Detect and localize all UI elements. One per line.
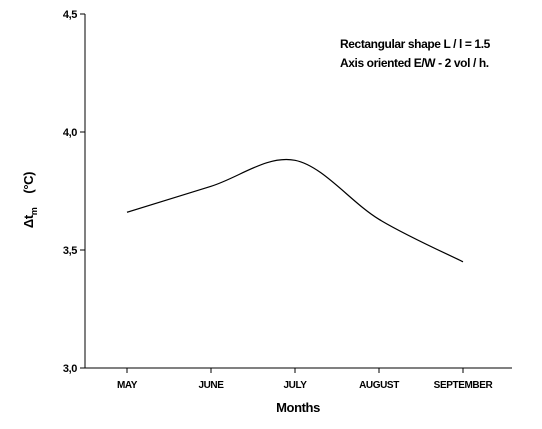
annotation: Axis oriented E/W - 2 vol / h. (340, 56, 489, 70)
annotation: Rectangular shape L / l = 1.5 (340, 37, 491, 51)
x-tick-label: AUGUST (359, 380, 399, 391)
y-label-unit: (°C) (21, 172, 36, 194)
y-axis-label-text: Δtm (°C) (21, 172, 39, 228)
x-tick-label: SEPTEMBER (434, 380, 494, 391)
x-axis-label: Months (276, 400, 320, 415)
x-tick-label: JUNE (198, 380, 224, 391)
y-tick-label: 3,0 (63, 363, 77, 375)
y-axis-label: Δtm (°C) (21, 172, 39, 228)
y-label-sub: m (29, 207, 39, 215)
x-tick-label: JULY (283, 380, 307, 391)
data-line (126, 158, 464, 263)
y-label-main: Δt (21, 214, 36, 228)
x-tick-label: MAY (117, 380, 138, 391)
y-tick-label: 4,5 (63, 9, 77, 21)
y-tick-label: 3,5 (63, 245, 77, 257)
y-tick-label: 4,0 (63, 127, 77, 139)
